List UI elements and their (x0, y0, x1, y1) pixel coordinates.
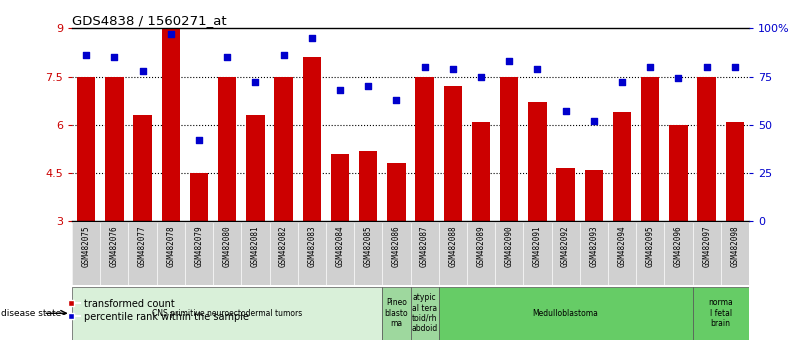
Text: GSM482076: GSM482076 (110, 225, 119, 267)
Bar (698, 76, 716, 221)
Text: GSM482084: GSM482084 (336, 225, 344, 267)
Bar (105, 76, 123, 221)
Point (192, 137, 205, 143)
Bar (303, 57, 321, 221)
Point (446, 66, 459, 72)
Bar (382, 287, 411, 340)
Text: norma
l fetal
brain: norma l fetal brain (708, 298, 733, 328)
Bar (72, 287, 382, 340)
Bar (411, 287, 439, 340)
Point (587, 118, 600, 124)
Bar (613, 112, 631, 221)
Bar (472, 121, 490, 221)
Bar (218, 76, 236, 221)
Text: CNS primitive neuroectodermal tumors: CNS primitive neuroectodermal tumors (152, 309, 302, 318)
Text: GDS4838 / 1560271_at: GDS4838 / 1560271_at (72, 14, 227, 27)
Point (108, 55, 121, 60)
Text: GSM482095: GSM482095 (646, 225, 654, 267)
Text: atypic
al tera
toid/rh
abdoid: atypic al tera toid/rh abdoid (412, 293, 437, 333)
Legend: transformed count, percentile rank within the sample: transformed count, percentile rank withi… (61, 299, 249, 321)
Bar (331, 154, 349, 221)
Point (80, 52, 93, 58)
Point (390, 97, 403, 103)
Bar (439, 287, 693, 340)
Text: GSM482094: GSM482094 (618, 225, 626, 267)
Bar (190, 173, 208, 221)
Bar (726, 121, 744, 221)
Text: Pineo
blasto
ma: Pineo blasto ma (384, 298, 409, 328)
Bar (387, 164, 405, 221)
Bar (557, 168, 575, 221)
Bar (416, 76, 434, 221)
Point (475, 74, 488, 79)
Bar (500, 76, 518, 221)
Text: GSM482098: GSM482098 (731, 225, 739, 267)
Text: GSM482087: GSM482087 (420, 225, 429, 267)
Point (672, 76, 685, 81)
Point (249, 80, 262, 85)
Point (305, 35, 318, 41)
Point (164, 31, 177, 37)
Text: GSM482075: GSM482075 (82, 225, 91, 267)
Text: GSM482079: GSM482079 (195, 225, 203, 267)
Point (531, 66, 544, 72)
Point (503, 58, 516, 64)
Bar (275, 76, 293, 221)
Point (333, 87, 346, 93)
Text: GSM482096: GSM482096 (674, 225, 683, 267)
Bar (693, 287, 749, 340)
Point (136, 68, 149, 74)
Bar (359, 150, 377, 221)
Point (221, 55, 234, 60)
Text: GSM482090: GSM482090 (505, 225, 513, 267)
Text: GSM482078: GSM482078 (167, 225, 175, 267)
Text: GSM482081: GSM482081 (251, 225, 260, 267)
Bar (77, 76, 95, 221)
Text: GSM482091: GSM482091 (533, 225, 542, 267)
Bar (641, 76, 659, 221)
Point (559, 108, 572, 114)
Bar (246, 115, 264, 221)
Bar (528, 102, 546, 221)
Text: GSM482092: GSM482092 (562, 225, 570, 267)
Bar (585, 170, 603, 221)
Point (728, 64, 741, 70)
Point (362, 84, 375, 89)
Point (644, 64, 657, 70)
Text: GSM482089: GSM482089 (477, 225, 485, 267)
Text: Medulloblastoma: Medulloblastoma (533, 309, 598, 318)
Point (418, 64, 431, 70)
Bar (134, 115, 151, 221)
Text: disease state: disease state (1, 309, 61, 318)
Text: GSM482086: GSM482086 (392, 225, 401, 267)
Text: GSM482093: GSM482093 (590, 225, 598, 267)
Point (700, 64, 713, 70)
Text: GSM482097: GSM482097 (702, 225, 711, 267)
Text: GSM482077: GSM482077 (138, 225, 147, 267)
Point (277, 52, 290, 58)
Bar (444, 86, 462, 221)
Text: GSM482088: GSM482088 (449, 225, 457, 267)
Text: GSM482083: GSM482083 (308, 225, 316, 267)
Bar (162, 28, 180, 221)
Text: GSM482082: GSM482082 (279, 225, 288, 267)
Point (616, 80, 629, 85)
Bar (670, 125, 687, 221)
Text: GSM482080: GSM482080 (223, 225, 231, 267)
Text: GSM482085: GSM482085 (364, 225, 372, 267)
